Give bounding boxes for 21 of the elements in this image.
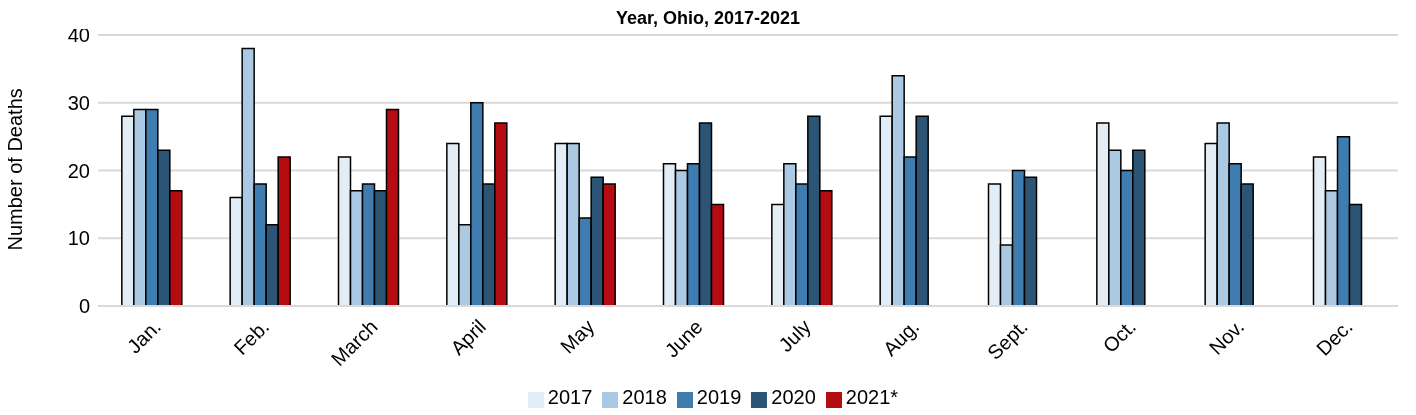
legend-label: 2020	[771, 386, 816, 408]
y-tick-label: 20	[67, 159, 90, 182]
y-axis-title: Number of Deaths	[4, 88, 27, 251]
x-tick-label: Dec.	[1312, 315, 1357, 360]
x-tick-label: Oct.	[1098, 315, 1141, 357]
chart-title: Year, Ohio, 2017-2021	[615, 8, 801, 28]
y-tick-label: 10	[67, 227, 90, 250]
x-tick-label: July	[774, 315, 816, 357]
x-tick-label: June	[660, 315, 707, 362]
y-tick-label: 30	[67, 91, 90, 114]
x-tick-label: Aug.	[878, 315, 924, 360]
legend-label: 2017	[547, 386, 593, 408]
legend-label: 2021*	[845, 386, 899, 408]
x-tick-label: Jan.	[122, 315, 166, 358]
y-tick-label: 40	[67, 24, 90, 47]
legend-label: 2018	[622, 386, 667, 408]
x-tick-label: Feb.	[229, 315, 274, 360]
legend-label: 2019	[696, 386, 742, 408]
x-tick-label: May	[556, 315, 599, 358]
y-tick-label: 0	[78, 295, 90, 318]
x-tick-label: Nov.	[1204, 315, 1249, 359]
